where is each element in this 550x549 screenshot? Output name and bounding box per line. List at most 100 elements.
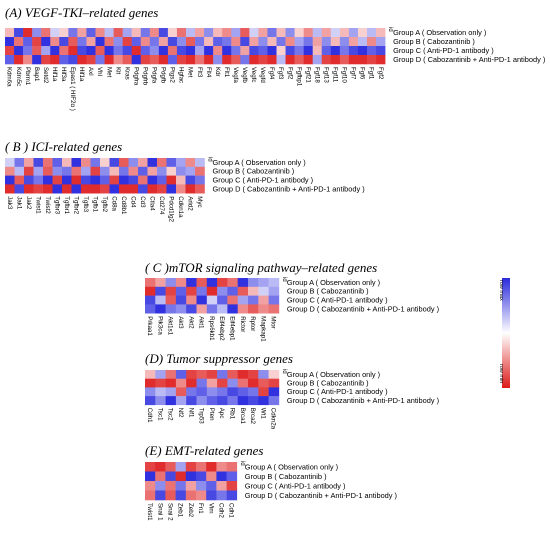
heatmap-cell: [186, 46, 196, 56]
heatmap-cell: [165, 278, 177, 288]
id-label: id: [239, 461, 245, 466]
heatmap-cell: [231, 37, 241, 47]
heatmap-cell: [95, 28, 105, 38]
gene-column-label: Kdm5c: [15, 67, 22, 86]
heatmap-cell: [267, 37, 277, 47]
heatmap-cell: [367, 37, 377, 47]
heatmap-cell: [249, 55, 259, 65]
heatmap-cell: [62, 166, 72, 176]
id-label: id: [387, 27, 393, 32]
heatmap-cell: [321, 55, 332, 65]
gene-column-label: Hif3a: [60, 67, 67, 82]
heatmap-cell: [186, 387, 197, 397]
heatmap-cell: [176, 175, 186, 185]
heatmap-cell: [32, 46, 42, 56]
heatmap-cell: [122, 46, 132, 56]
group-row-label: Group C ( Anti-PD-1 antibody ): [393, 46, 494, 55]
heatmap-cell: [206, 490, 217, 501]
heatmap-cell: [90, 184, 101, 194]
heatmap-cell: [145, 295, 156, 305]
gene-column-label: Fgf11: [332, 67, 339, 83]
heatmap-cell: [213, 37, 223, 47]
heatmap-cell: [145, 378, 156, 388]
heatmap-cell: [303, 28, 313, 38]
gene-column-label: Twist1: [146, 503, 153, 521]
heatmap-cell: [222, 37, 232, 47]
gene-column-label: Pdgfrb: [141, 67, 148, 86]
group-row-label: Group A ( Observation only ): [245, 462, 338, 471]
heatmap-cell: [155, 471, 166, 482]
heatmap-cell: [312, 28, 323, 38]
group-row-label: Group B ( Cabozantinib ): [287, 378, 369, 387]
gene-column-label: Fn1: [197, 503, 204, 514]
heatmap-cell: [14, 28, 24, 38]
heatmap-cell: [268, 396, 280, 406]
heatmap-cell: [86, 46, 96, 56]
heatmap-cell: [185, 166, 196, 176]
heatmap-cell: [206, 396, 218, 406]
heatmap-cell: [90, 166, 101, 176]
heatmap-cell: [52, 184, 63, 194]
heatmap-cell: [113, 37, 123, 47]
heatmap-cell: [158, 46, 169, 56]
heatmap-cell: [176, 46, 187, 56]
heatmap-cell: [312, 37, 323, 47]
heatmap-cell: [186, 55, 196, 65]
heatmap-cell: [268, 378, 280, 388]
group-row-label: Group A ( Observation only ): [213, 158, 306, 167]
gene-column-label: Jak3: [6, 196, 13, 210]
heatmap-cell: [217, 387, 228, 397]
gene-column-label: Akt2: [187, 316, 194, 329]
heatmap-cell: [195, 37, 205, 47]
gene-column-label: Hgfac: [178, 67, 185, 83]
gene-column-label: Zeb1: [177, 503, 184, 518]
heatmap-cell: [227, 278, 238, 288]
heatmap-cell: [175, 471, 187, 482]
heatmap-cell: [81, 166, 91, 176]
heatmap-cell: [81, 175, 91, 185]
heatmap-cell: [109, 175, 120, 185]
gene-column-label: Kras: [123, 67, 130, 80]
id-label: id: [207, 157, 213, 162]
heatmap-cell: [231, 55, 241, 65]
gene-column-label: Fgf1: [368, 67, 375, 80]
heatmap-cell: [104, 37, 114, 47]
gene-column-label: Pdgfra: [132, 67, 139, 86]
heatmap-cell: [167, 37, 178, 47]
heatmap-cell: [167, 46, 178, 56]
heatmap-cell: [175, 370, 187, 379]
heatmap-cell: [128, 184, 139, 194]
heatmap-cell: [175, 396, 187, 406]
heatmap-cell: [24, 184, 34, 194]
heatmap-cell: [206, 481, 217, 491]
heatmap-cell: [14, 46, 24, 56]
heatmap-cell: [14, 184, 25, 194]
heatmap-cell: [348, 55, 359, 65]
heatmap-cell: [119, 166, 129, 176]
group-row-label: Group D ( Cabozantinib + Anti-PD-1 antib…: [393, 55, 545, 64]
heatmap-cell: [249, 37, 259, 47]
heatmap-cell: [227, 378, 238, 388]
heatmap-cell: [5, 46, 15, 56]
heatmap-cell: [59, 28, 69, 38]
gene-column-label: Kit: [114, 67, 121, 75]
heatmap-cell: [52, 166, 63, 176]
heatmap-cell: [155, 295, 166, 305]
gene-column-label: Cdh1: [228, 503, 235, 518]
heatmap-cell: [321, 46, 332, 56]
heatmap-cell: [185, 462, 197, 472]
gene-column-label: Fgf2: [286, 67, 293, 80]
heatmap-cell: [165, 490, 176, 501]
heatmap-cell: [147, 166, 158, 176]
heatmap-cell: [227, 304, 238, 314]
heatmap-cell: [119, 158, 129, 168]
heatmap-cell: [145, 286, 156, 296]
heatmap-cell: [140, 37, 151, 47]
heatmap-cell: [195, 184, 205, 194]
heatmap-cell: [59, 37, 69, 47]
gene-column-label: Nf1: [187, 408, 194, 418]
heatmap-cell: [195, 46, 205, 56]
heatmap-cell: [86, 37, 96, 47]
heatmap-cell: [216, 481, 227, 491]
heatmap-cell: [217, 396, 228, 406]
